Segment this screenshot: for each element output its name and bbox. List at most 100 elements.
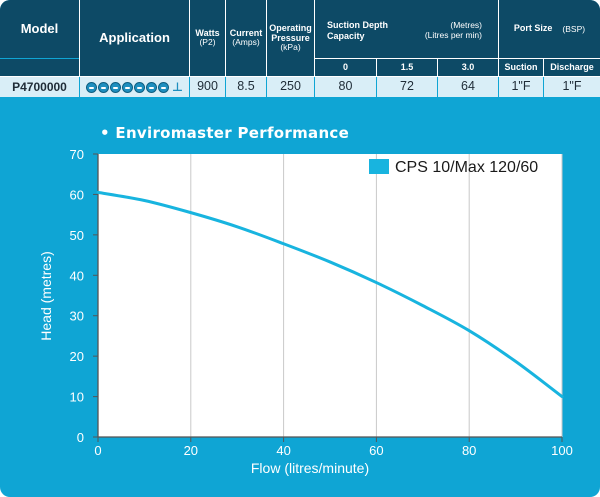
- subheader-depth-1: 1.5: [377, 59, 437, 76]
- spec-table: Model Application Watts (P2) Current (Am…: [0, 0, 600, 98]
- x-tick-label: 40: [276, 443, 290, 458]
- header-watts: Watts (P2): [190, 0, 225, 76]
- chart-title: • Enviromaster Performance: [100, 124, 350, 142]
- row-current-value: 8.5: [237, 79, 255, 94]
- header-watts-label: Watts: [195, 27, 220, 38]
- header-current-unit: (Amps): [232, 37, 260, 48]
- legend-swatch: [369, 159, 389, 174]
- row-discharge-value: 1"F: [562, 79, 582, 94]
- table-divider: [498, 77, 499, 97]
- header-pressure-line1: Operating: [269, 23, 312, 34]
- row-suction: 1"F: [499, 77, 543, 97]
- subheader-depth-2-label: 3.0: [461, 61, 475, 72]
- header-watts-unit: (P2): [199, 37, 216, 48]
- row-capacity-0: 80: [315, 77, 376, 97]
- table-divider: [266, 0, 267, 77]
- row-pressure-value: 250: [280, 79, 301, 94]
- pool-icon: [98, 81, 110, 93]
- table-divider: [543, 58, 544, 77]
- row-capacity-2-value: 64: [461, 79, 475, 94]
- x-tick-label: 20: [184, 443, 198, 458]
- y-axis-label: Head (metres): [38, 251, 54, 340]
- x-tick-label: 0: [94, 443, 101, 458]
- row-discharge: 1"F: [544, 77, 600, 97]
- y-tick-label: 0: [77, 430, 84, 445]
- header-port-unit: (BSP): [562, 23, 586, 34]
- table-divider: [314, 0, 315, 77]
- table-divider: [189, 77, 190, 97]
- x-tick-label: 100: [551, 443, 573, 458]
- header-port-label: Port Size: [513, 23, 553, 34]
- table-divider: [315, 58, 600, 59]
- table-divider: [266, 77, 267, 97]
- grid: [190, 154, 563, 437]
- row-watts-value: 900: [197, 79, 218, 94]
- header-pressure: Operating Pressure (kPa): [267, 0, 314, 76]
- irrigation-icon: ⊥: [172, 79, 183, 94]
- table-divider: [189, 0, 190, 77]
- table-divider: [225, 0, 226, 77]
- pool-icon: [158, 81, 170, 93]
- x-axis-label: Flow (litres/minute): [251, 460, 369, 476]
- y-tick-label: 20: [70, 349, 84, 364]
- header-suction-units1: (Metres): [450, 20, 482, 30]
- row-current: 8.5: [226, 77, 266, 97]
- row-pressure: 250: [267, 77, 314, 97]
- pool-icon: [110, 81, 122, 93]
- row-application: ⊥: [80, 77, 189, 97]
- table-divider: [376, 58, 377, 77]
- table-divider: [543, 77, 544, 97]
- y-tick-label: 50: [70, 228, 84, 243]
- pool-icon: [86, 81, 98, 93]
- tick-labels: 0 10 20 30 40 50 60 70 0 20 40 60 80 100: [70, 147, 573, 458]
- header-current: Current (Amps): [226, 0, 266, 76]
- y-tick-label: 10: [70, 390, 84, 405]
- row-watts: 900: [190, 77, 225, 97]
- y-tick-label: 30: [70, 309, 84, 324]
- table-divider: [225, 77, 226, 97]
- subheader-suction-label: Suction: [504, 61, 538, 72]
- row-capacity-0-value: 80: [338, 79, 353, 94]
- header-model-label: Model: [20, 21, 59, 37]
- subheader-depth-2: 3.0: [438, 59, 498, 76]
- row-suction-value: 1"F: [511, 79, 531, 94]
- header-suction-line2: Capacity: [327, 30, 365, 41]
- table-divider: [79, 77, 80, 97]
- y-tick-label: 40: [70, 268, 84, 283]
- subheader-discharge-label: Discharge: [550, 61, 594, 72]
- table-divider: [437, 77, 438, 97]
- header-application-label: Application: [99, 30, 170, 46]
- row-capacity-1: 72: [377, 77, 437, 97]
- row-model-value: P4700000: [12, 79, 67, 94]
- pool-icon: [134, 81, 146, 93]
- legend: CPS 10/Max 120/60: [369, 159, 538, 176]
- y-tick-label: 70: [70, 147, 84, 162]
- header-suction-line1: Suction Depth: [327, 20, 388, 30]
- header-model-lower: [0, 59, 79, 76]
- table-divider: [314, 77, 315, 97]
- axes: [93, 153, 563, 442]
- subheader-suction: Suction: [499, 59, 543, 76]
- plot-area: [98, 154, 562, 437]
- pool-icon: [122, 81, 134, 93]
- subheader-depth-0-label: 0: [342, 61, 348, 72]
- application-icons: ⊥: [86, 81, 183, 94]
- row-model: P4700000: [0, 77, 79, 97]
- table-divider: [79, 0, 80, 77]
- header-pressure-line2: Pressure: [271, 32, 310, 43]
- header-port-size: Port Size (BSP): [499, 0, 600, 58]
- table-divider: [0, 76, 600, 77]
- series-line: [96, 190, 564, 399]
- y-tick-label: 60: [70, 187, 84, 202]
- x-tick-label: 60: [369, 443, 383, 458]
- subheader-depth-1-label: 1.5: [400, 61, 414, 72]
- header-pressure-unit: (kPa): [280, 41, 301, 52]
- pool-icon: [146, 81, 158, 93]
- header-suction-capacity: Suction Depth Capacity (Metres) (Litres …: [315, 0, 498, 58]
- header-application: Application: [80, 0, 189, 76]
- row-capacity-2: 64: [438, 77, 498, 97]
- header-current-label: Current: [229, 27, 263, 38]
- table-divider: [498, 0, 499, 77]
